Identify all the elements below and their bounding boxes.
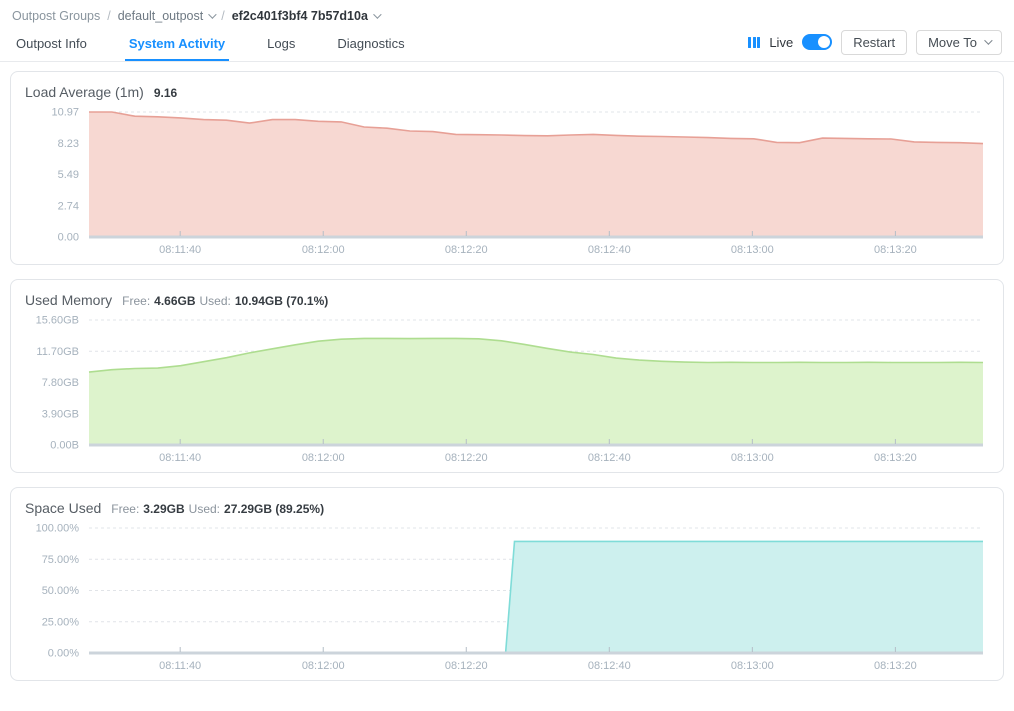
- svg-text:08:11:40: 08:11:40: [159, 660, 201, 672]
- tab-bar: Outpost Info System Activity Logs Diagno…: [0, 27, 1014, 62]
- tab-system-activity[interactable]: System Activity: [124, 27, 230, 61]
- svg-text:5.49: 5.49: [58, 169, 79, 181]
- svg-text:08:13:20: 08:13:20: [874, 660, 917, 672]
- svg-text:50.00%: 50.00%: [42, 585, 80, 597]
- breadcrumb-group-dropdown[interactable]: default_outpost: [117, 9, 217, 23]
- load-average-card: Load Average (1m) 9.16 10.97 8.23 5.49 2.74…: [10, 71, 1004, 265]
- tab-logs[interactable]: Logs: [267, 36, 296, 51]
- used-value: 10.94GB (70.1%): [234, 294, 329, 308]
- toggle-knob: [818, 36, 831, 48]
- svg-text:08:12:40: 08:12:40: [588, 244, 631, 256]
- svg-text:08:11:40: 08:11:40: [159, 452, 201, 464]
- space-used-header: Space Used Free: 3.29GB Used: 27.29GB (8…: [11, 498, 1003, 516]
- space-used-chart: 100.00% 75.00% 50.00% 25.00% 0.00% 08:11:40 08…: [11, 520, 1003, 678]
- svg-text:08:13:20: 08:13:20: [874, 452, 917, 464]
- svg-text:08:13:00: 08:13:00: [731, 244, 774, 256]
- used-value: 27.29GB (89.25%): [224, 502, 325, 516]
- svg-text:15.60GB: 15.60GB: [36, 315, 79, 327]
- used-memory-chart: 15.60GB 11.70GB 7.80GB 3.90GB 0.00B 08:11:40 0…: [11, 312, 1003, 470]
- space-used-area-chart: 100.00% 75.00% 50.00% 25.00% 0.00% 08:11:40 08…: [36, 523, 983, 672]
- svg-text:08:12:00: 08:12:00: [302, 452, 345, 464]
- svg-text:100.00%: 100.00%: [36, 523, 80, 535]
- svg-text:08:13:00: 08:13:00: [731, 452, 774, 464]
- breadcrumb-outpost-groups[interactable]: Outpost Groups: [12, 9, 101, 23]
- svg-text:2.74: 2.74: [58, 200, 79, 212]
- breadcrumb-node-dropdown[interactable]: ef2c401f3bf4 7b57d10a: [231, 9, 382, 23]
- svg-text:10.97: 10.97: [51, 107, 79, 119]
- svg-text:7.80GB: 7.80GB: [42, 377, 79, 389]
- space-used-title: Space Used: [25, 500, 102, 516]
- svg-text:8.23: 8.23: [58, 138, 79, 150]
- svg-text:0.00B: 0.00B: [50, 440, 79, 452]
- svg-text:08:12:00: 08:12:00: [302, 244, 345, 256]
- space-used-stats: Free: 3.29GB Used: 27.29GB (89.25%): [111, 502, 324, 516]
- svg-text:08:11:40: 08:11:40: [159, 244, 201, 256]
- tab-right-controls: Live Restart Move To: [748, 29, 1002, 59]
- load-average-title: Load Average (1m): [25, 84, 144, 100]
- breadcrumb: Outpost Groups / default_outpost / ef2c4…: [0, 0, 1014, 27]
- restart-button[interactable]: Restart: [841, 29, 908, 55]
- svg-text:08:12:40: 08:12:40: [588, 452, 631, 464]
- used-label: Used:: [199, 294, 231, 308]
- svg-text:75.00%: 75.00%: [42, 554, 80, 566]
- svg-text:25.00%: 25.00%: [42, 616, 80, 628]
- used-memory-card: Used Memory Free: 4.66GB Used: 10.94GB (…: [10, 279, 1004, 473]
- chevron-down-icon: [208, 10, 217, 19]
- chevron-down-icon: [373, 10, 382, 19]
- tab-outpost-info[interactable]: Outpost Info: [16, 36, 87, 51]
- free-label: Free:: [111, 502, 140, 516]
- live-toggle[interactable]: [802, 34, 833, 50]
- svg-text:0.00%: 0.00%: [48, 648, 79, 660]
- svg-text:08:13:00: 08:13:00: [731, 660, 774, 672]
- free-value: 4.66GB: [154, 294, 196, 308]
- svg-text:11.70GB: 11.70GB: [36, 346, 79, 358]
- free-label: Free:: [122, 294, 151, 308]
- load-average-current-value: 9.16: [153, 86, 178, 100]
- used-memory-stats: Free: 4.66GB Used: 10.94GB (70.1%): [122, 294, 328, 308]
- svg-text:08:12:00: 08:12:00: [302, 660, 345, 672]
- load-average-area-chart: 10.97 8.23 5.49 2.74 0.00 08:11:40 08:12:00 08:…: [51, 107, 984, 256]
- used-memory-title: Used Memory: [25, 292, 113, 308]
- free-value: 3.29GB: [143, 502, 185, 516]
- used-label: Used:: [188, 502, 221, 516]
- move-to-label: Move To: [928, 34, 977, 50]
- space-used-card: Space Used Free: 3.29GB Used: 27.29GB (8…: [10, 487, 1004, 681]
- breadcrumb-separator: /: [221, 9, 225, 23]
- chevron-down-icon: [984, 36, 993, 45]
- move-to-button[interactable]: Move To: [916, 29, 1002, 55]
- load-average-chart: 10.97 8.23 5.49 2.74 0.00 08:11:40 08:12:00 08:…: [11, 104, 1003, 262]
- live-columns-icon: [748, 36, 761, 48]
- breadcrumb-separator: /: [107, 9, 111, 23]
- breadcrumb-group-label: default_outpost: [117, 9, 204, 23]
- svg-text:08:12:20: 08:12:20: [445, 244, 488, 256]
- live-label: Live: [769, 34, 794, 50]
- svg-text:0.00: 0.00: [58, 232, 79, 244]
- used-memory-area-chart: 15.60GB 11.70GB 7.80GB 3.90GB 0.00B 08:11:40 0…: [36, 315, 984, 464]
- used-memory-header: Used Memory Free: 4.66GB Used: 10.94GB (…: [11, 290, 1003, 308]
- breadcrumb-node-label: ef2c401f3bf4 7b57d10a: [231, 9, 368, 23]
- svg-text:3.90GB: 3.90GB: [42, 408, 79, 420]
- tab-diagnostics[interactable]: Diagnostics: [337, 36, 405, 51]
- svg-text:08:12:20: 08:12:20: [445, 452, 488, 464]
- load-average-header: Load Average (1m) 9.16: [11, 82, 1003, 100]
- svg-text:08:13:20: 08:13:20: [874, 244, 917, 256]
- svg-text:08:12:20: 08:12:20: [445, 660, 488, 672]
- svg-text:08:12:40: 08:12:40: [588, 660, 631, 672]
